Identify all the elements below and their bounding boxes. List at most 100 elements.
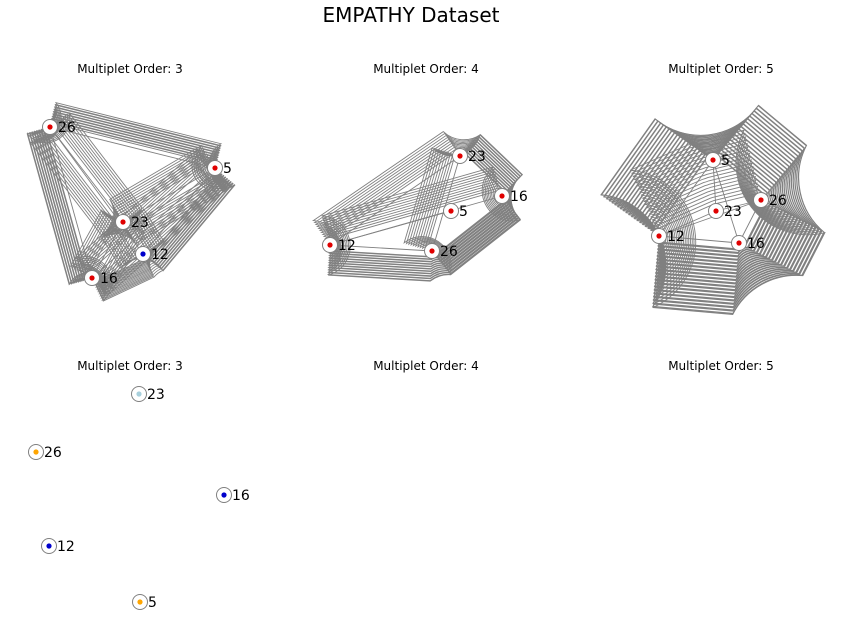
panel-2-network: 23 16 5 12 26 bbox=[311, 131, 528, 282]
edge-line bbox=[658, 210, 717, 237]
hyperedge-outline bbox=[326, 182, 511, 265]
edge-line bbox=[329, 155, 461, 246]
panel-2-title: Multiplet Order: 4 bbox=[373, 62, 479, 76]
edge-line bbox=[142, 167, 216, 255]
hyperedge-outline bbox=[323, 173, 517, 275]
edge-line bbox=[712, 159, 740, 244]
node-label: 23 bbox=[724, 204, 742, 220]
edge-line bbox=[738, 199, 762, 244]
hyperedge-outline bbox=[322, 171, 518, 277]
edge-line bbox=[431, 155, 461, 252]
hyperedge-outline bbox=[631, 132, 823, 312]
node-label: 12 bbox=[667, 229, 685, 245]
hyperedge-outline bbox=[82, 157, 226, 291]
node-label: 23 bbox=[131, 215, 149, 231]
panel-1-title: Multiplet Order: 3 bbox=[77, 62, 183, 76]
node-16 bbox=[499, 193, 505, 199]
hyperedge-outline bbox=[100, 145, 236, 272]
node-12 bbox=[327, 242, 333, 248]
hyperedge-outline bbox=[639, 152, 805, 292]
node-5 bbox=[212, 165, 218, 171]
edge-line bbox=[49, 126, 124, 223]
hyperedge-outline bbox=[651, 182, 778, 261]
hyperedge-outline bbox=[640, 156, 802, 288]
hyperedge-outline bbox=[81, 155, 228, 293]
hyperedge-outline bbox=[324, 175, 516, 273]
edge-line bbox=[658, 199, 762, 237]
figure-title: EMPATHY Dataset bbox=[323, 3, 500, 27]
node-label: 26 bbox=[440, 244, 458, 260]
panel-3-network: 5 26 23 12 16 bbox=[600, 104, 826, 316]
hyperedge-outline bbox=[649, 175, 784, 268]
edge-line bbox=[91, 167, 216, 279]
panel-5-title: Multiplet Order: 4 bbox=[373, 359, 479, 373]
panel-3-title: Multiplet Order: 5 bbox=[668, 62, 774, 76]
node-5 bbox=[137, 599, 143, 605]
edge-line bbox=[49, 126, 93, 279]
hyperedge-outline bbox=[635, 142, 814, 302]
edge-line bbox=[122, 167, 216, 223]
node-16 bbox=[736, 240, 742, 246]
hyperedge-outline bbox=[28, 113, 143, 290]
hyperedge-outline bbox=[629, 129, 826, 316]
hyperedge-outline bbox=[644, 165, 793, 278]
node-23 bbox=[136, 391, 142, 397]
hyperedge-outline bbox=[26, 112, 145, 291]
hyperedge-outline bbox=[634, 139, 817, 305]
panel-6-title: Multiplet Order: 5 bbox=[668, 359, 774, 373]
node-23 bbox=[713, 208, 719, 214]
node-label: 16 bbox=[232, 488, 250, 504]
panel-4-network: 23 26 16 12 5 bbox=[28, 386, 250, 611]
node-label: 23 bbox=[468, 149, 486, 165]
panel-4-title: Multiplet Order: 3 bbox=[77, 359, 183, 373]
node-12 bbox=[46, 543, 52, 549]
edge-line bbox=[49, 126, 216, 169]
edge-line bbox=[658, 159, 714, 237]
hyperedge-outline bbox=[313, 132, 522, 279]
hyperedge-outline bbox=[650, 179, 781, 265]
hyperedge-outline bbox=[636, 146, 811, 299]
edge-line bbox=[329, 244, 433, 252]
node-label: 12 bbox=[151, 247, 169, 263]
node-label: 16 bbox=[747, 236, 765, 252]
node-12 bbox=[140, 251, 146, 257]
node-23 bbox=[457, 153, 463, 159]
node-26 bbox=[429, 248, 435, 254]
node-label: 5 bbox=[721, 153, 730, 169]
edge-line bbox=[658, 235, 740, 244]
edge-line bbox=[91, 221, 124, 279]
edge-line bbox=[329, 210, 452, 246]
edge-line bbox=[712, 159, 717, 212]
node-label: 16 bbox=[510, 189, 528, 205]
hyperedge-outline bbox=[322, 168, 520, 280]
node-label: 16 bbox=[100, 271, 118, 287]
node-label: 5 bbox=[459, 204, 468, 220]
node-label: 12 bbox=[338, 238, 356, 254]
node-5 bbox=[710, 157, 716, 163]
node-label: 5 bbox=[148, 595, 157, 611]
hyperedge-outline bbox=[325, 180, 513, 268]
hyperedge-outline bbox=[647, 172, 787, 271]
node-16 bbox=[89, 275, 95, 281]
hyperedge-outline bbox=[31, 115, 141, 289]
node-label: 26 bbox=[769, 193, 787, 209]
node-16 bbox=[221, 492, 227, 498]
node-26 bbox=[33, 449, 39, 455]
hyperedge-outline bbox=[76, 150, 234, 300]
node-label: 23 bbox=[147, 387, 165, 403]
node-12 bbox=[656, 233, 662, 239]
node-label: 26 bbox=[44, 445, 62, 461]
node-26 bbox=[758, 197, 764, 203]
node-5 bbox=[448, 208, 454, 214]
hyperedge-outline bbox=[324, 178, 514, 270]
node-label: 5 bbox=[223, 161, 232, 177]
hyperedge-outline bbox=[646, 169, 790, 275]
node-label: 12 bbox=[57, 539, 75, 555]
node-26 bbox=[47, 124, 53, 130]
hyperedge-outline bbox=[632, 136, 820, 309]
node-23 bbox=[120, 219, 126, 225]
hyperedge-outline bbox=[321, 166, 521, 282]
node-label: 26 bbox=[58, 120, 76, 136]
